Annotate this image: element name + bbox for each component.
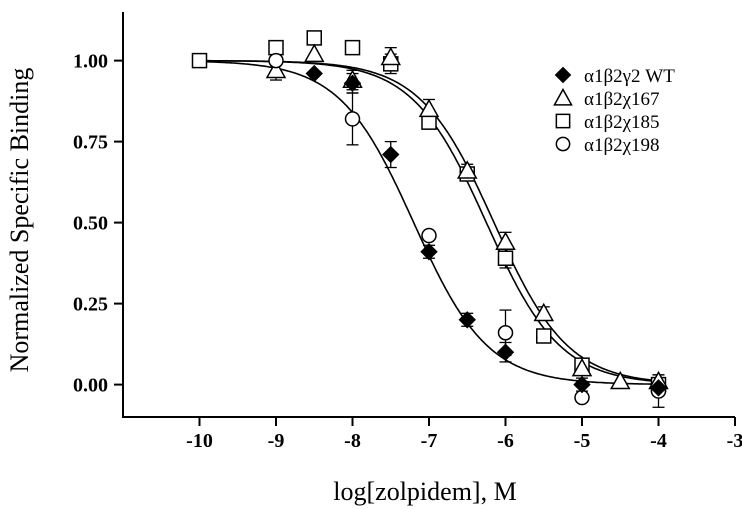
y-tick-label: 0.25 xyxy=(73,294,108,316)
x-tick-label: -4 xyxy=(650,430,667,452)
x-tick-label: -6 xyxy=(497,430,514,452)
legend-label: α1β2χ167 xyxy=(584,89,660,110)
circle-marker xyxy=(344,111,361,127)
x-tick-label: -8 xyxy=(344,430,361,452)
square-marker xyxy=(497,250,514,266)
data-points xyxy=(191,30,669,406)
circle-marker xyxy=(555,136,571,152)
square-marker xyxy=(344,39,361,56)
triangle-marker xyxy=(533,302,555,322)
diamond-marker xyxy=(573,375,591,394)
triangle-marker xyxy=(456,160,478,179)
x-tick-label: -7 xyxy=(421,430,438,452)
legend-item: α1β2χ198 xyxy=(555,135,660,156)
x-tick-label: -9 xyxy=(268,430,285,452)
legend-item: α1β2γ2 WT xyxy=(554,66,675,87)
square-marker xyxy=(421,114,437,130)
square-marker xyxy=(555,113,571,129)
circle-marker xyxy=(497,325,514,341)
triangle-marker xyxy=(303,43,325,63)
legend-item: α1β2χ185 xyxy=(555,112,660,133)
legend-label: α1β2χ198 xyxy=(584,135,660,156)
square-marker xyxy=(306,30,322,46)
circle-marker xyxy=(421,227,437,244)
triangle-marker xyxy=(553,87,573,106)
diamond-marker xyxy=(496,343,515,361)
legend-label: α1β2γ2 WT xyxy=(584,66,675,87)
diamond-marker xyxy=(343,74,362,92)
legend-item: α1β2χ167 xyxy=(553,87,660,110)
y-axis-title: Normalized Specific Binding xyxy=(5,68,34,373)
square-marker xyxy=(191,52,208,69)
diamond-marker xyxy=(305,64,323,83)
triangle-marker xyxy=(609,370,631,390)
axis-ticks: -10 -9 -8 -7 -6 -5 -4 -3 0.00 0.25 0.50 0.75 1.00 xyxy=(73,51,742,452)
y-tick-label: 1.00 xyxy=(73,51,108,73)
y-tick-label: 0.75 xyxy=(73,132,108,154)
circle-marker xyxy=(268,52,284,69)
triangle-marker xyxy=(418,98,440,118)
triangle-marker xyxy=(495,231,516,250)
y-tick-label: 0.00 xyxy=(73,375,108,397)
triangle-marker xyxy=(571,357,593,377)
diamond-marker xyxy=(420,243,438,261)
y-tick-label: 0.50 xyxy=(73,213,108,235)
legend-label: α1β2χ185 xyxy=(584,112,660,133)
diamond-marker xyxy=(554,66,572,84)
x-tick-label: -3 xyxy=(727,430,742,452)
square-marker xyxy=(536,328,552,344)
triangle-marker xyxy=(380,46,402,66)
x-tick-label: -10 xyxy=(186,430,213,452)
x-tick-label: -5 xyxy=(574,430,591,452)
diamond-marker xyxy=(649,379,668,397)
diamond-marker xyxy=(458,311,476,329)
square-marker xyxy=(268,39,284,56)
diamond-marker xyxy=(382,145,400,164)
x-axis-title: log[zolpidem], M xyxy=(333,477,516,506)
triangle-marker xyxy=(265,59,287,79)
